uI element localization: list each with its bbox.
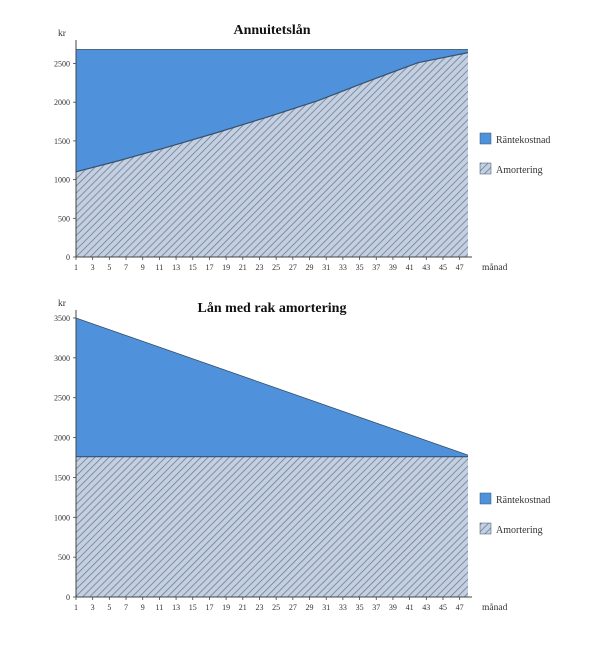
y-tick-label: 1500	[54, 137, 70, 146]
x-tick-label: 7	[124, 263, 128, 272]
x-tick-label: 39	[389, 263, 397, 272]
chart-title: Annuitetslån	[233, 23, 310, 38]
x-tick-label: 13	[172, 263, 180, 272]
x-tick-label: 5	[107, 603, 111, 612]
legend: Räntekostnad Amortering	[479, 492, 550, 536]
x-tick-label: 47	[456, 263, 464, 272]
y-tick-label: 2000	[54, 434, 70, 443]
amortization-area	[76, 456, 468, 597]
legend-label-amortization: Amortering	[496, 165, 543, 176]
x-tick-label: 41	[406, 603, 414, 612]
x-tick-label: 43	[422, 603, 430, 612]
y-tick-label: 1500	[54, 473, 70, 482]
x-tick-label: 9	[141, 603, 145, 612]
x-tick-label: 11	[156, 263, 164, 272]
y-axis-unit-label: kr	[58, 29, 67, 39]
x-tick-label: 1	[74, 263, 78, 272]
x-tick-label: 29	[306, 603, 314, 612]
x-tick-label: 45	[439, 263, 447, 272]
x-tick-label: 15	[189, 263, 197, 272]
x-tick-label: 9	[141, 263, 145, 272]
x-tick-label: 31	[322, 263, 330, 272]
x-tick-label: 13	[172, 603, 180, 612]
x-tick-label: 43	[422, 263, 430, 272]
x-tick-label: 17	[205, 603, 213, 612]
x-tick-label: 1	[74, 603, 78, 612]
y-tick-label: 0	[66, 253, 70, 262]
x-tick-label: 45	[439, 603, 447, 612]
x-tick-label: 17	[205, 263, 213, 272]
x-tick-label: 15	[189, 603, 197, 612]
x-axis-label: månad	[482, 262, 508, 273]
y-tick-label: 1000	[54, 176, 70, 185]
x-tick-label: 37	[372, 263, 380, 272]
chart-title: Lån med rak amortering	[198, 301, 347, 316]
x-tick-label: 21	[239, 263, 247, 272]
x-tick-label: 35	[356, 263, 364, 272]
x-tick-label: 19	[222, 603, 230, 612]
y-tick-label: 3500	[54, 314, 70, 323]
x-tick-label: 7	[124, 603, 128, 612]
x-tick-label: 5	[107, 263, 111, 272]
legend-label-interest: Räntekostnad	[496, 495, 550, 506]
legend-swatch-amortization	[479, 162, 492, 175]
y-axis-unit-label: kr	[58, 299, 67, 309]
legend: Räntekostnad Amortering	[479, 132, 550, 176]
x-tick-label: 33	[339, 603, 347, 612]
legend-label-interest: Räntekostnad	[496, 135, 550, 146]
x-tick-label: 23	[255, 263, 263, 272]
legend-swatch-interest	[479, 132, 492, 145]
x-tick-label: 31	[322, 603, 330, 612]
x-tick-label: 33	[339, 263, 347, 272]
y-tick-label: 500	[58, 214, 70, 223]
amortization-area	[76, 52, 468, 258]
legend-swatch-amortization	[479, 522, 492, 535]
x-tick-label: 27	[289, 263, 297, 272]
x-tick-label: 29	[306, 263, 314, 272]
y-tick-label: 3000	[54, 354, 70, 363]
y-tick-label: 0	[66, 593, 70, 602]
x-tick-label: 3	[91, 263, 95, 272]
legend-swatch-interest	[479, 492, 492, 505]
series-boundary-line	[75, 52, 469, 173]
x-axis-label: månad	[482, 602, 508, 613]
y-tick-label: 500	[58, 553, 70, 562]
x-tick-label: 19	[222, 263, 230, 272]
x-tick-label: 25	[272, 603, 280, 612]
x-tick-label: 11	[156, 603, 164, 612]
x-tick-label: 27	[289, 603, 297, 612]
x-tick-label: 41	[406, 263, 414, 272]
x-tick-label: 35	[356, 603, 364, 612]
x-tick-label: 25	[272, 263, 280, 272]
legend-label-amortization: Amortering	[496, 525, 543, 536]
y-tick-label: 2000	[54, 98, 70, 107]
x-tick-label: 21	[239, 603, 247, 612]
total-outline	[75, 317, 469, 456]
x-tick-label: 23	[255, 603, 263, 612]
x-tick-label: 37	[372, 603, 380, 612]
x-tick-label: 3	[91, 603, 95, 612]
x-tick-label: 39	[389, 603, 397, 612]
y-tick-label: 2500	[54, 394, 70, 403]
y-tick-label: 1000	[54, 513, 70, 522]
y-tick-label: 2500	[54, 59, 70, 68]
x-tick-label: 47	[456, 603, 464, 612]
